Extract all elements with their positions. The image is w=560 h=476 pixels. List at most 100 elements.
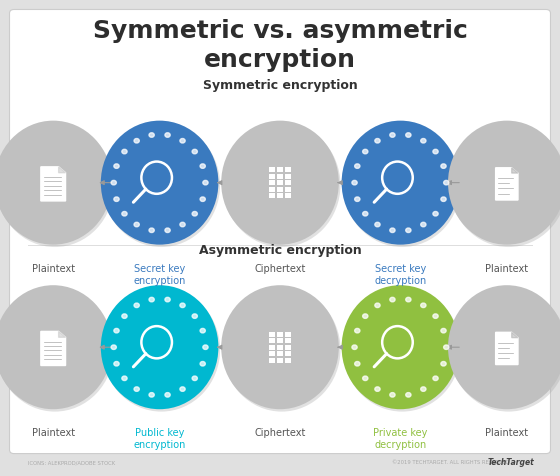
Ellipse shape [444, 345, 449, 350]
Ellipse shape [421, 303, 426, 308]
Ellipse shape [0, 288, 114, 412]
Text: Private key
decryption: Private key decryption [373, 427, 428, 449]
Ellipse shape [0, 121, 112, 245]
Polygon shape [512, 169, 518, 174]
Ellipse shape [448, 121, 560, 245]
Ellipse shape [134, 223, 139, 228]
Ellipse shape [363, 150, 368, 155]
Ellipse shape [165, 133, 170, 138]
Text: Plaintext: Plaintext [485, 263, 529, 273]
FancyBboxPatch shape [269, 187, 276, 192]
FancyBboxPatch shape [269, 332, 276, 337]
Ellipse shape [122, 150, 127, 155]
FancyBboxPatch shape [284, 187, 291, 192]
Ellipse shape [114, 198, 119, 202]
FancyBboxPatch shape [277, 332, 283, 337]
FancyBboxPatch shape [277, 174, 283, 179]
Polygon shape [59, 332, 66, 337]
Ellipse shape [375, 387, 380, 392]
Ellipse shape [192, 376, 197, 381]
Ellipse shape [149, 393, 155, 397]
FancyBboxPatch shape [269, 358, 276, 363]
Text: Plaintext: Plaintext [31, 263, 75, 273]
Polygon shape [41, 332, 66, 366]
FancyBboxPatch shape [284, 194, 291, 198]
Ellipse shape [421, 139, 426, 144]
FancyBboxPatch shape [277, 358, 283, 363]
Ellipse shape [390, 228, 395, 233]
Polygon shape [512, 333, 518, 338]
Ellipse shape [433, 150, 438, 155]
Ellipse shape [343, 124, 461, 248]
Text: encryption: encryption [204, 48, 356, 71]
Ellipse shape [354, 198, 360, 202]
Ellipse shape [114, 165, 119, 169]
Ellipse shape [363, 314, 368, 319]
Ellipse shape [363, 212, 368, 217]
FancyBboxPatch shape [277, 351, 283, 357]
Ellipse shape [149, 133, 155, 138]
Text: Plaintext: Plaintext [485, 427, 529, 437]
Text: Ciphertext: Ciphertext [254, 427, 306, 437]
FancyBboxPatch shape [269, 351, 276, 357]
FancyBboxPatch shape [277, 194, 283, 198]
FancyBboxPatch shape [284, 338, 291, 344]
Ellipse shape [102, 124, 220, 248]
Ellipse shape [180, 303, 185, 308]
Ellipse shape [375, 303, 380, 308]
Ellipse shape [433, 376, 438, 381]
Ellipse shape [223, 124, 340, 248]
Ellipse shape [448, 286, 560, 409]
Ellipse shape [180, 223, 185, 228]
FancyBboxPatch shape [269, 194, 276, 198]
Text: ©2019 TECHTARGET. ALL RIGHTS RESERVED: ©2019 TECHTARGET. ALL RIGHTS RESERVED [392, 459, 510, 464]
FancyBboxPatch shape [284, 332, 291, 337]
FancyBboxPatch shape [277, 345, 283, 350]
Ellipse shape [433, 314, 438, 319]
Ellipse shape [180, 387, 185, 392]
FancyBboxPatch shape [269, 181, 276, 186]
Ellipse shape [203, 181, 208, 186]
Ellipse shape [111, 345, 116, 350]
Ellipse shape [390, 133, 395, 138]
Text: Asymmetric encryption: Asymmetric encryption [199, 243, 361, 257]
Ellipse shape [405, 393, 411, 397]
Ellipse shape [149, 298, 155, 302]
FancyBboxPatch shape [284, 351, 291, 357]
Text: TechTarget: TechTarget [488, 457, 535, 466]
Ellipse shape [342, 286, 459, 409]
Ellipse shape [221, 286, 339, 409]
Ellipse shape [203, 345, 208, 350]
Ellipse shape [114, 329, 119, 333]
FancyBboxPatch shape [284, 181, 291, 186]
FancyBboxPatch shape [277, 181, 283, 186]
Ellipse shape [421, 387, 426, 392]
Ellipse shape [0, 286, 112, 409]
Ellipse shape [0, 124, 114, 248]
Ellipse shape [200, 329, 206, 333]
Ellipse shape [101, 121, 218, 245]
Ellipse shape [405, 133, 411, 138]
Ellipse shape [354, 165, 360, 169]
Ellipse shape [111, 181, 116, 186]
Ellipse shape [444, 181, 449, 186]
Ellipse shape [192, 314, 197, 319]
Ellipse shape [441, 362, 446, 366]
FancyBboxPatch shape [284, 174, 291, 179]
Ellipse shape [433, 212, 438, 217]
Ellipse shape [122, 212, 127, 217]
Text: Public key
encryption: Public key encryption [133, 427, 186, 449]
Ellipse shape [165, 298, 170, 302]
Ellipse shape [441, 329, 446, 333]
Text: Plaintext: Plaintext [31, 427, 75, 437]
Text: Ciphertext: Ciphertext [254, 263, 306, 273]
Ellipse shape [342, 121, 459, 245]
Polygon shape [496, 333, 518, 365]
Ellipse shape [352, 181, 357, 186]
Ellipse shape [421, 223, 426, 228]
FancyBboxPatch shape [277, 168, 283, 173]
Ellipse shape [200, 362, 206, 366]
Ellipse shape [122, 376, 127, 381]
Polygon shape [59, 168, 66, 173]
Ellipse shape [114, 362, 119, 366]
